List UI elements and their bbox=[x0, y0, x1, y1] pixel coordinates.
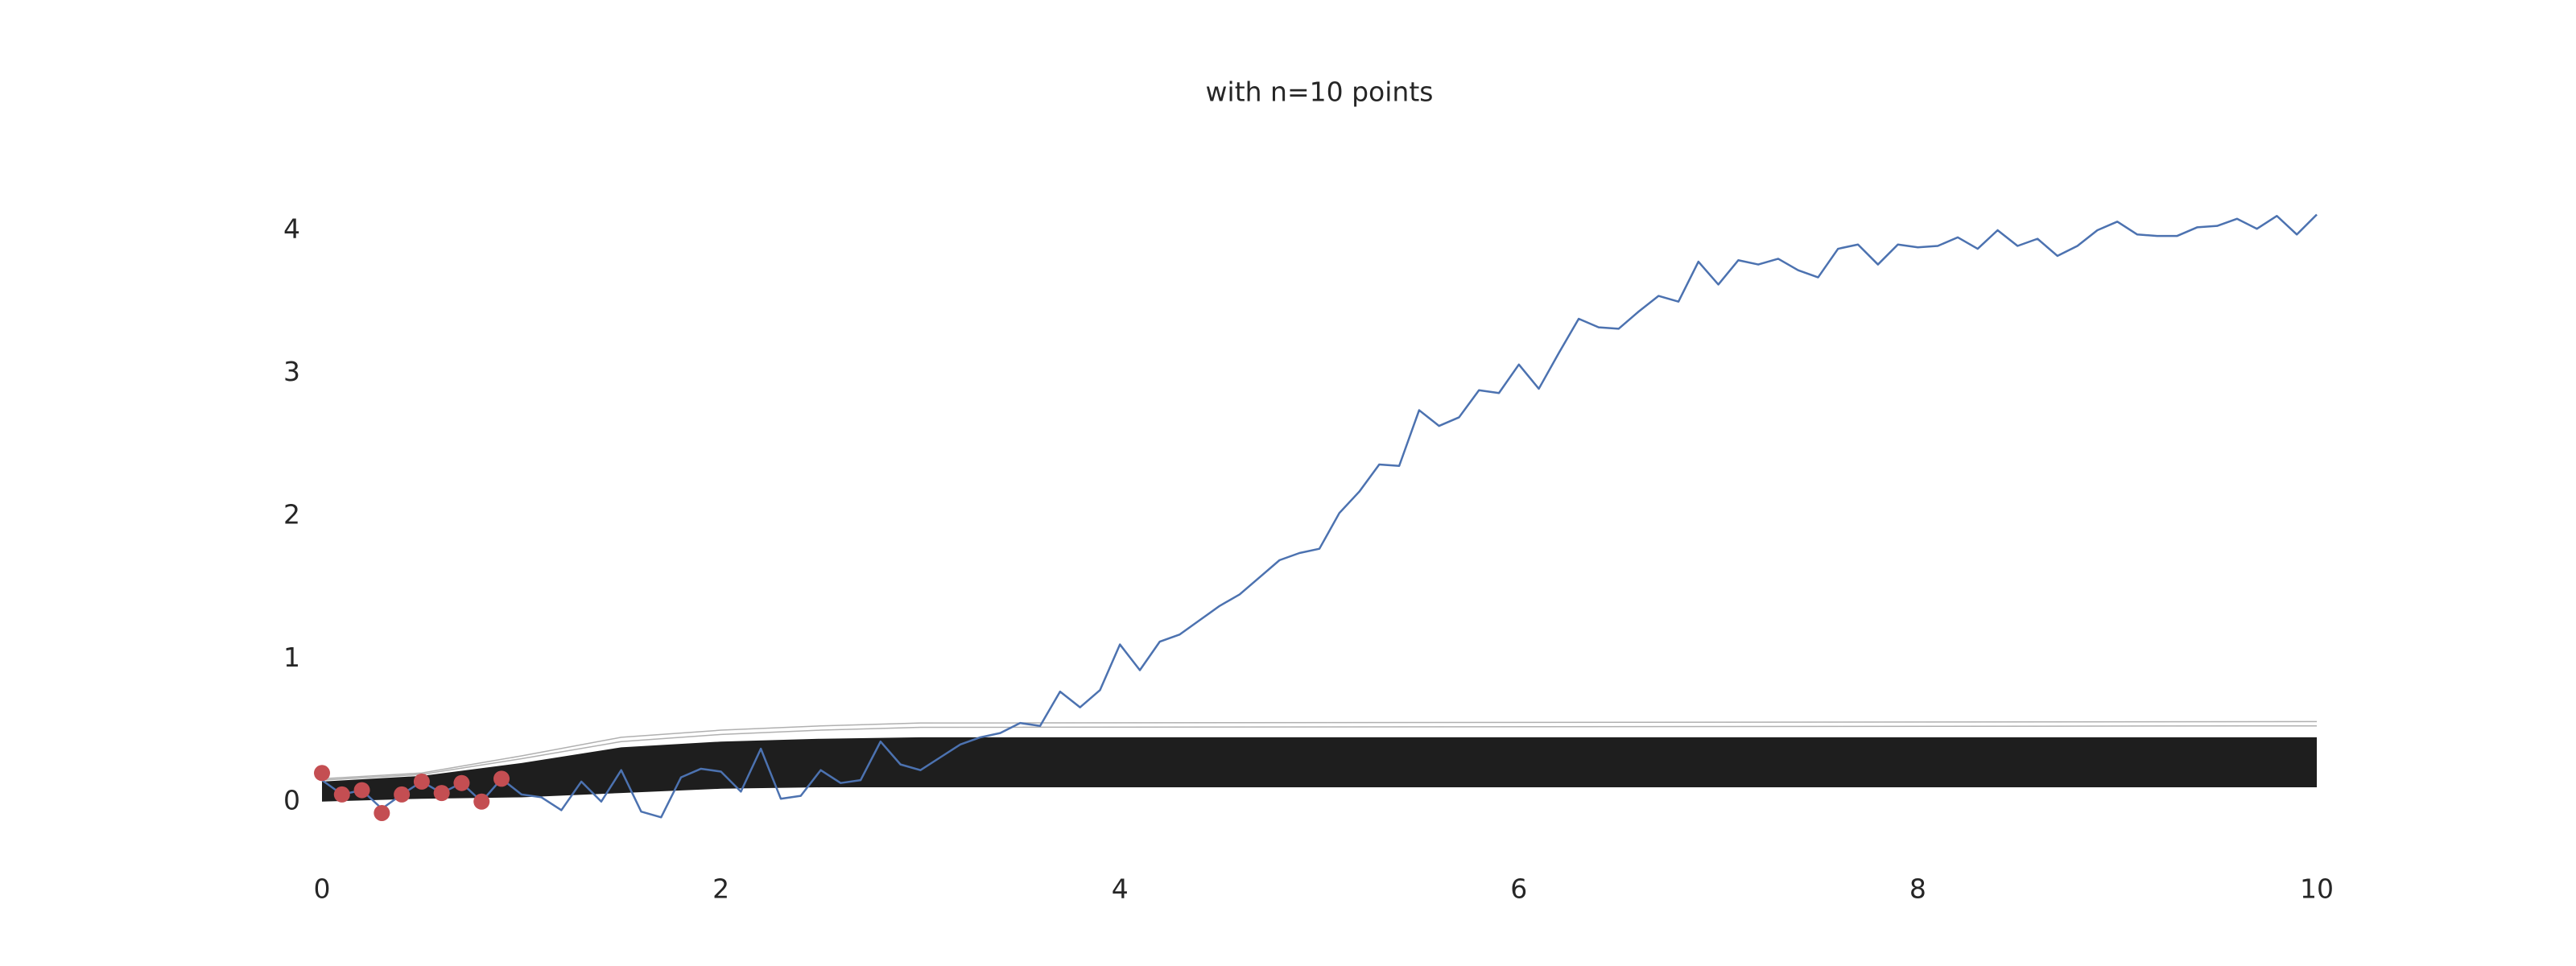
observed-point bbox=[394, 786, 411, 803]
observed-point bbox=[314, 765, 330, 782]
observed-point bbox=[453, 774, 470, 791]
posterior-band bbox=[322, 737, 2317, 802]
y-tick-label: 1 bbox=[283, 642, 300, 673]
x-tick-label: 10 bbox=[2300, 873, 2334, 905]
observed-point bbox=[493, 770, 510, 787]
observed-point bbox=[374, 804, 390, 821]
sample-line bbox=[321, 720, 2318, 780]
x-tick-label: 8 bbox=[1909, 873, 1926, 905]
observed-point bbox=[353, 782, 370, 799]
sample-line bbox=[321, 724, 2318, 781]
observed-point bbox=[473, 793, 490, 810]
x-tick-label: 0 bbox=[314, 873, 331, 905]
y-tick-label: 4 bbox=[283, 213, 300, 244]
chart-title: with n=10 points bbox=[1206, 76, 1434, 108]
observed-point bbox=[333, 786, 350, 803]
y-tick-label: 2 bbox=[283, 498, 300, 530]
data-line bbox=[321, 213, 2318, 819]
y-tick-label: 3 bbox=[283, 356, 300, 387]
observed-point bbox=[433, 785, 450, 802]
x-tick-label: 6 bbox=[1510, 873, 1527, 905]
observed-point bbox=[413, 773, 430, 790]
x-tick-label: 2 bbox=[712, 873, 729, 905]
x-tick-label: 4 bbox=[1112, 873, 1129, 905]
y-tick-label: 0 bbox=[283, 784, 300, 815]
